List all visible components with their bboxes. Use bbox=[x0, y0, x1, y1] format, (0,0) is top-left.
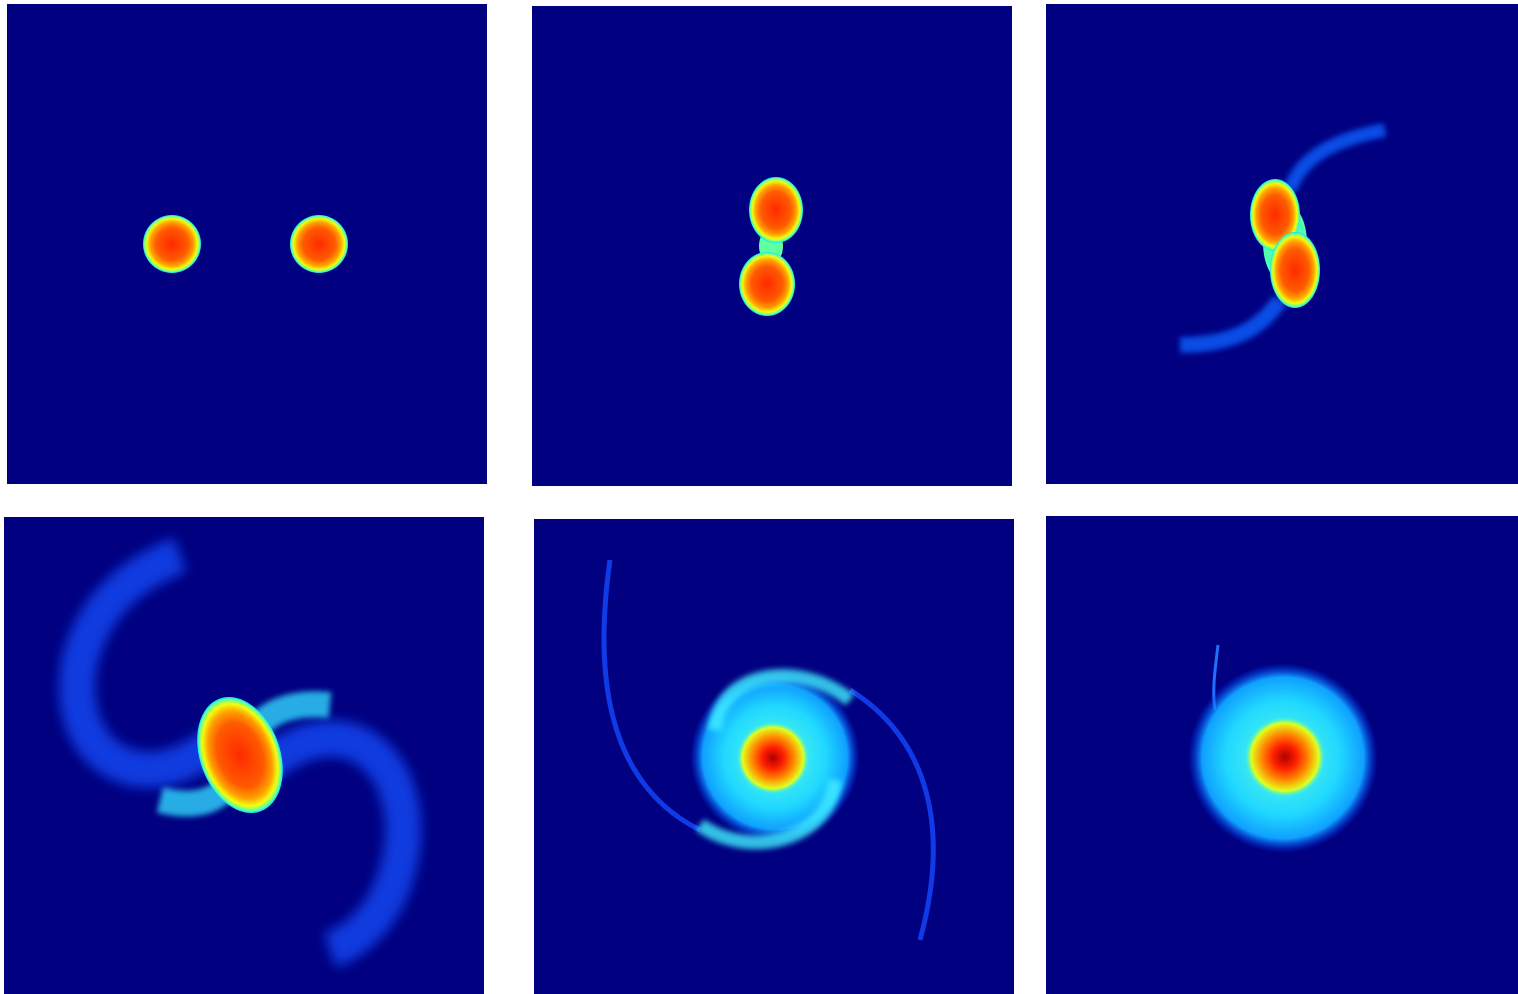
panel-6 bbox=[1046, 516, 1518, 994]
panel-2 bbox=[532, 6, 1012, 486]
panel-4 bbox=[4, 517, 484, 994]
panel-background bbox=[7, 4, 487, 484]
star-blob bbox=[143, 215, 201, 273]
star-blob bbox=[739, 252, 795, 316]
panel-1 bbox=[7, 4, 487, 484]
core-blob bbox=[737, 722, 809, 794]
panel-5 bbox=[534, 519, 1014, 994]
star-blob bbox=[290, 215, 348, 273]
body bbox=[0, 0, 1518, 994]
core-blob bbox=[1245, 717, 1325, 797]
star-blob bbox=[749, 177, 803, 243]
panel-3 bbox=[1046, 4, 1518, 484]
star-blob bbox=[1270, 232, 1320, 308]
page: Merger simulation frames {} html, body {… bbox=[0, 0, 1518, 994]
figure bbox=[0, 0, 1518, 994]
